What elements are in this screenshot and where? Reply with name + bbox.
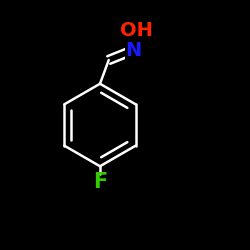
Text: F: F xyxy=(93,172,107,193)
Text: OH: OH xyxy=(120,20,153,40)
Text: N: N xyxy=(126,40,142,60)
